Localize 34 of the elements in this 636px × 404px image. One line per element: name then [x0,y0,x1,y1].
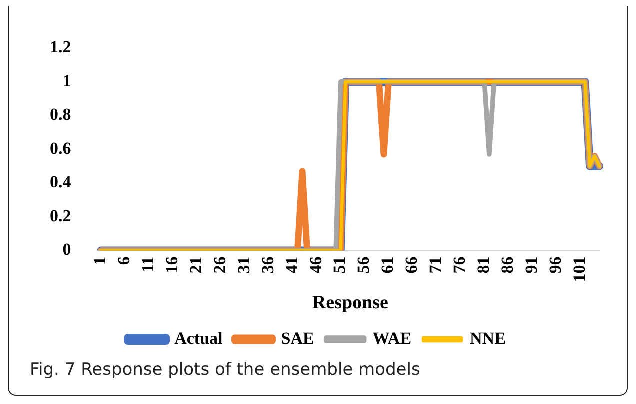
x-tick-label: 101 [570,256,589,282]
y-tick-label: 1.2 [50,38,72,57]
x-tick-label: 81 [474,256,493,274]
x-tick-label: 1 [90,256,110,266]
x-tick-label: 56 [354,256,374,274]
x-tick-label: 76 [450,256,470,274]
x-tick-label: 41 [282,256,302,274]
x-tick-label: 6 [114,256,134,266]
y-tick-label: 0.8 [50,105,72,124]
y-tick-label: 0.4 [50,172,72,192]
legend-label: NNE [470,328,506,348]
x-tick-label: 51 [330,256,350,274]
x-tick-label: 16 [162,256,182,274]
y-tick-label: 0.2 [50,206,72,226]
x-tick-label: 86 [498,256,517,274]
x-tick-label: 26 [210,256,230,274]
x-tick-label: 71 [426,256,446,274]
x-tick-label: 36 [258,256,278,274]
y-tick-label: 0.6 [50,138,72,158]
caption: Fig. 7 Response plots of the ensemble models [30,360,420,380]
x-tick-label: 21 [186,256,206,274]
x-tick-label: 96 [546,256,565,274]
x-axis-title: Response [312,292,388,314]
x-tick-label: 11 [138,256,158,273]
y-tick-label: 0 [62,240,72,260]
x-tick-label: 31 [234,256,254,274]
x-tick-label: 46 [306,256,326,274]
x-tick-label: 66 [402,256,422,274]
y-tick-label: 1 [62,71,72,90]
legend-label: Actual [174,328,224,348]
legend-label: WAE [372,328,412,348]
x-tick-label: 91 [522,256,541,274]
legend-label: SAE [281,328,314,348]
x-tick-label: 61 [378,256,398,274]
